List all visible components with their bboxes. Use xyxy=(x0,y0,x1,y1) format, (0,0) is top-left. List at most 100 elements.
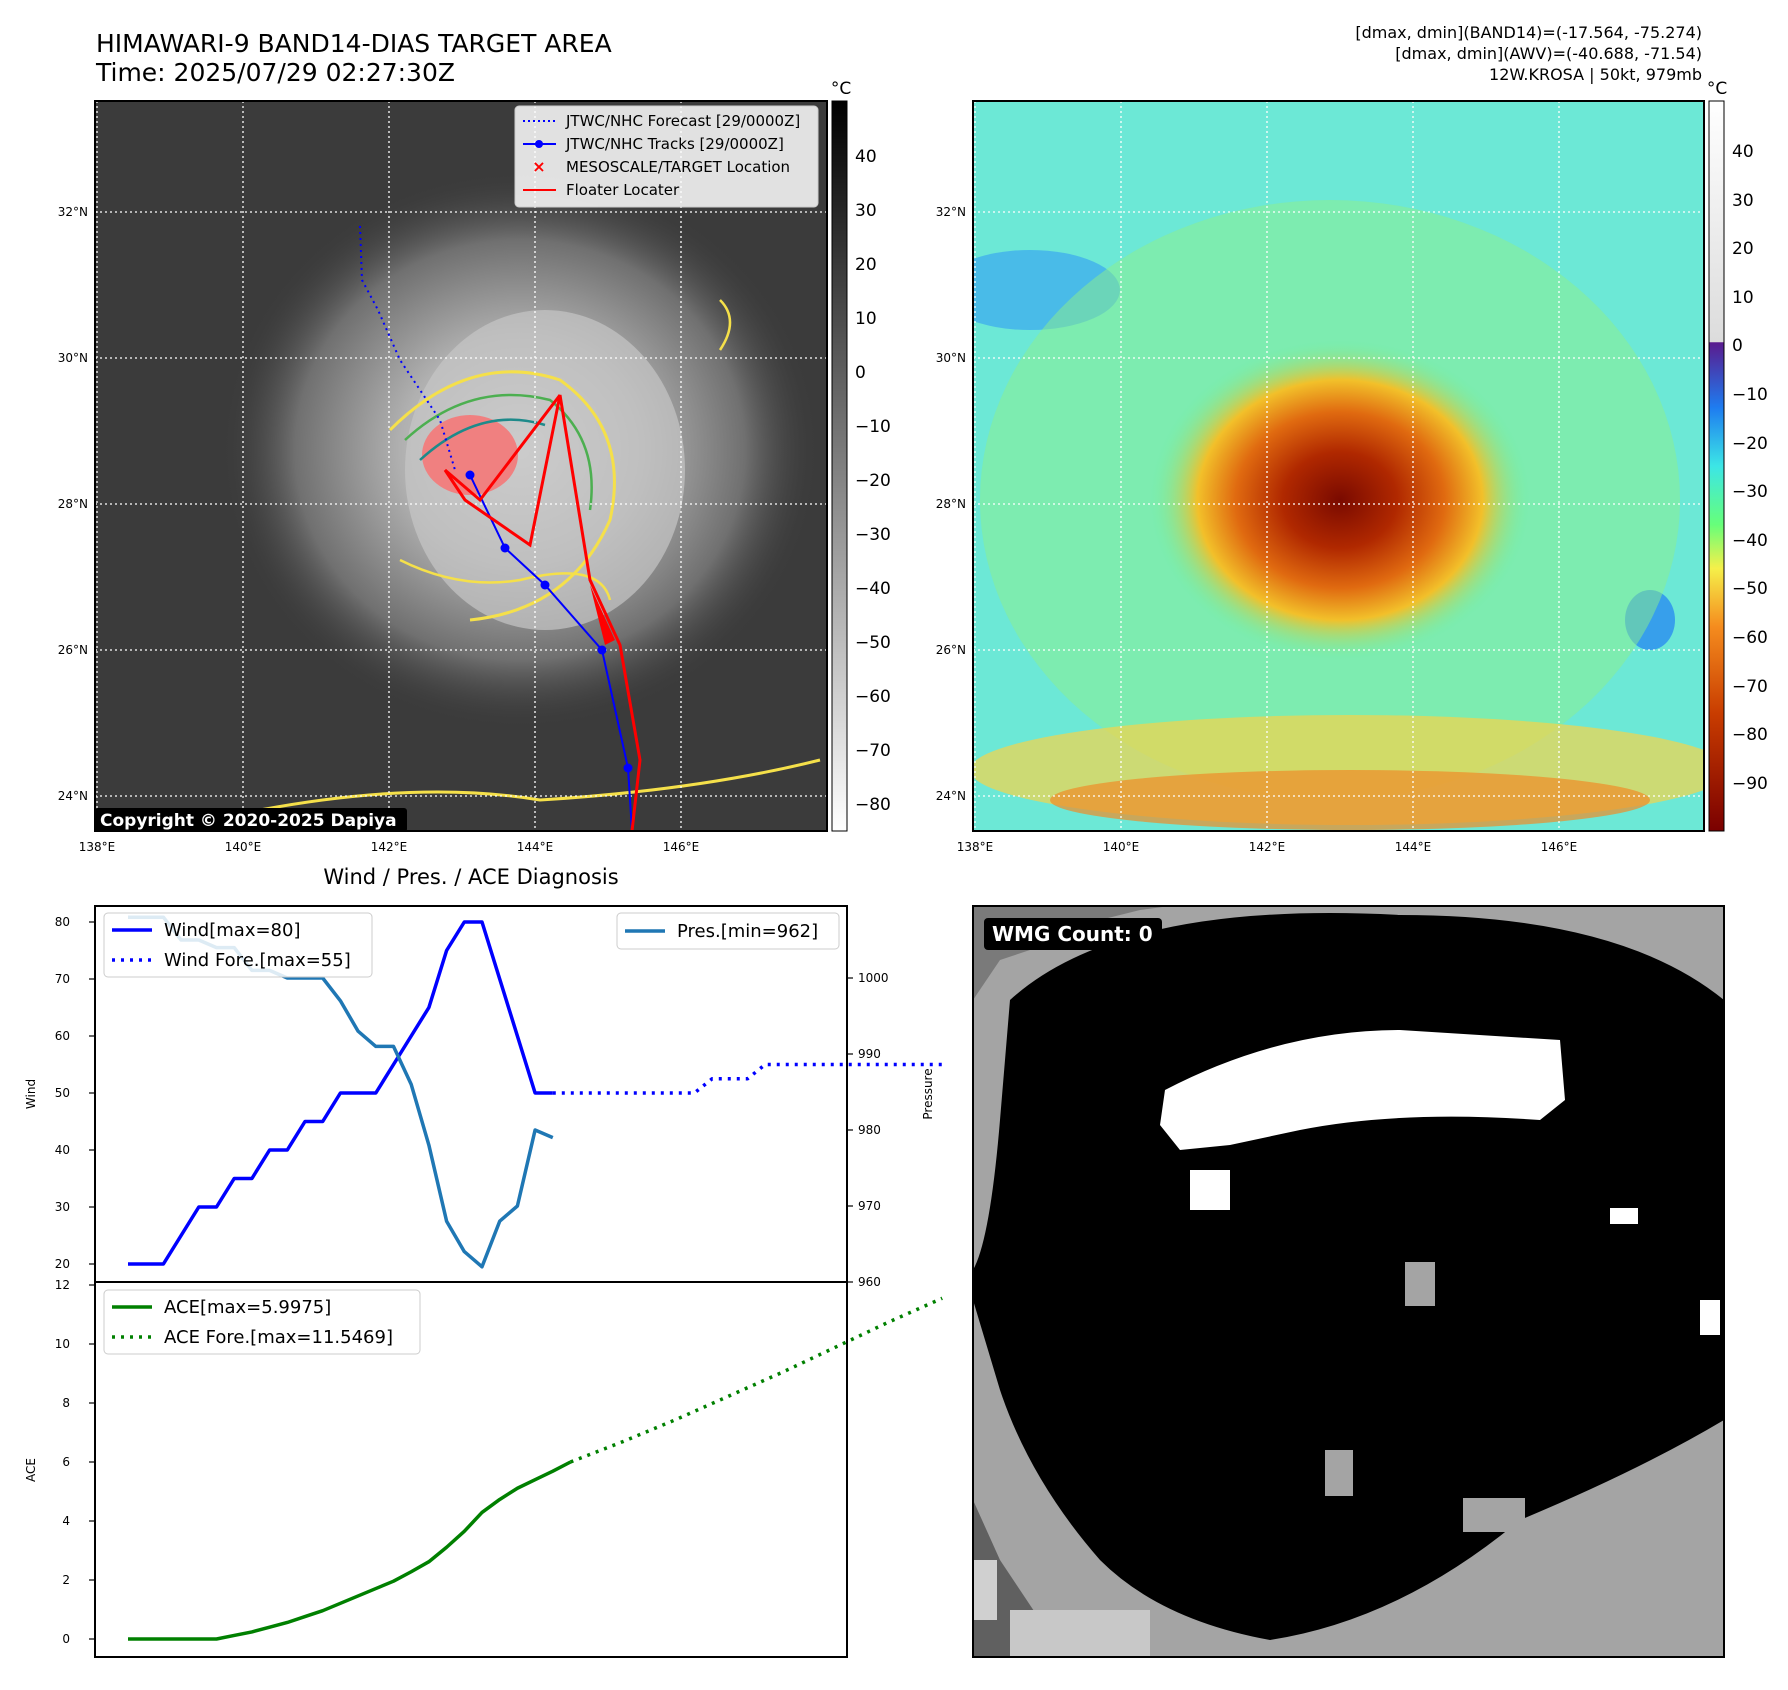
awv-colorbar-ticks: 40 30 20 10 0 −10 −20 −30 −40 −50 −60 −7… xyxy=(1732,142,1768,794)
wind-pressure-panel: 80 70 60 50 40 30 20 1000 990 980 970 96… xyxy=(24,905,943,1289)
awv-cb-m50: −50 xyxy=(1732,579,1768,599)
ace-tick-10: 10 xyxy=(55,1337,70,1351)
ace-tick-8: 8 xyxy=(62,1396,70,1410)
ace-tick-4: 4 xyxy=(62,1514,70,1528)
ir-lon-146: 146°E xyxy=(663,840,700,854)
wind-ticks: 80 70 60 50 40 30 20 xyxy=(55,915,70,1271)
ace-panel: 12 10 8 6 4 2 0 ACE ACE[max=5.9975] ACE … xyxy=(24,1278,943,1658)
ir-cb-30: 30 xyxy=(855,201,877,221)
ir-cb-m50: −50 xyxy=(855,633,891,653)
wind-tick-20: 20 xyxy=(55,1257,70,1271)
wind-ylabel: Wind xyxy=(24,1079,38,1109)
ir-cb-m80: −80 xyxy=(855,795,891,815)
ir-track-points xyxy=(465,470,633,773)
ace-tick-12: 12 xyxy=(55,1278,70,1292)
legend-pressure: Pres.[min=962] xyxy=(677,921,818,942)
legend-forecast: JTWC/NHC Forecast [29/0000Z] xyxy=(565,112,800,130)
legend-target: MESOSCALE/TARGET Location xyxy=(566,158,790,176)
ace-line-0 xyxy=(128,1460,572,1641)
legend-wind: Wind[max=80] xyxy=(164,920,301,941)
ace-legend: ACE[max=5.9975] ACE Fore.[max=11.5469] xyxy=(103,1289,421,1355)
ir-cb-m70: −70 xyxy=(855,741,891,761)
stats-awv: [dmax, dmin](AWV)=(-40.688, -71.54) xyxy=(1395,44,1702,63)
ir-lon-ticks: 138°E 140°E 142°E 144°E 146°E xyxy=(79,840,700,854)
ir-cb-m10: −10 xyxy=(855,417,891,437)
awv-cb-10: 10 xyxy=(1732,288,1754,308)
diagnosis-title: Wind / Pres. / ACE Diagnosis xyxy=(323,865,618,889)
awv-lon-142: 142°E xyxy=(1249,840,1286,854)
ir-forecast-track xyxy=(359,225,456,471)
awv-cb-m60: −60 xyxy=(1732,628,1768,648)
figure-title: HIMAWARI-9 BAND14-DIAS TARGET AREA xyxy=(96,29,612,58)
awv-lon-ticks: 138°E 140°E 142°E 144°E 146°E xyxy=(957,840,1578,854)
ir-lat-ticks: 32°N 30°N 28°N 26°N 24°N xyxy=(58,205,88,803)
awv-gridlines xyxy=(973,101,1704,831)
ir-gridlines xyxy=(95,101,827,831)
awv-lon-146: 146°E xyxy=(1541,840,1578,854)
ir-map-panel: Copyright © 2020-2025 Dapiya JTWC/NHC Fo… xyxy=(58,79,891,854)
awv-lon-138: 138°E xyxy=(957,840,994,854)
legend-ace-fore: ACE Fore.[max=11.5469] xyxy=(164,1327,393,1348)
legend-tracks: JTWC/NHC Tracks [29/0000Z] xyxy=(565,135,784,153)
wind-legend: Wind[max=80] Wind Fore.[max=55] xyxy=(103,912,373,978)
pres-tick-960: 960 xyxy=(858,1275,881,1289)
awv-cb-m30: −30 xyxy=(1732,482,1768,502)
wind-tick-50: 50 xyxy=(55,1086,70,1100)
pressure-ticks: 1000 990 980 970 960 xyxy=(858,971,889,1289)
awv-cb-40: 40 xyxy=(1732,142,1754,162)
ace-series xyxy=(128,1296,943,1641)
wmg-white-region xyxy=(1160,1030,1565,1150)
awv-colorbar-unit: °C xyxy=(1707,79,1727,99)
ir-lat-30: 30°N xyxy=(58,351,88,365)
pres-tick-970: 970 xyxy=(858,1199,881,1213)
pressure-legend: Pres.[min=962] xyxy=(616,912,840,950)
awv-lon-140: 140°E xyxy=(1103,840,1140,854)
wind-tick-30: 30 xyxy=(55,1200,70,1214)
ir-cb-10: 10 xyxy=(855,309,877,329)
awv-cb-m90: −90 xyxy=(1732,774,1768,794)
awv-cb-m20: −20 xyxy=(1732,434,1768,454)
copyright-box xyxy=(95,808,407,832)
ace-ticks: 12 10 8 6 4 2 0 xyxy=(55,1278,70,1646)
ir-cb-m30: −30 xyxy=(855,525,891,545)
ir-cb-m40: −40 xyxy=(855,579,891,599)
ir-cb-m20: −20 xyxy=(855,471,891,491)
wind-tick-40: 40 xyxy=(55,1143,70,1157)
ace-ylabel: ACE xyxy=(24,1458,38,1482)
wmg-count: WMG Count: 0 xyxy=(992,922,1153,946)
wind-tick-70: 70 xyxy=(55,972,70,986)
pres-tick-990: 990 xyxy=(858,1047,881,1061)
pres-tick-980: 980 xyxy=(858,1123,881,1137)
ir-colorbar-unit: °C xyxy=(831,79,851,99)
wmg-badge xyxy=(984,918,1162,950)
ir-lon-138: 138°E xyxy=(79,840,116,854)
ace-tick-0: 0 xyxy=(62,1632,70,1646)
copyright-text: Copyright © 2020-2025 Dapiya xyxy=(100,811,397,831)
ir-lat-28: 28°N xyxy=(58,497,88,511)
awv-lat-24: 24°N xyxy=(936,789,966,803)
awv-cb-m70: −70 xyxy=(1732,677,1768,697)
ir-lon-140: 140°E xyxy=(225,840,262,854)
ir-lon-142: 142°E xyxy=(371,840,408,854)
ir-cold-core xyxy=(422,415,518,495)
ace-tick-6: 6 xyxy=(62,1455,70,1469)
awv-cb-0: 0 xyxy=(1732,336,1743,356)
legend-wind-fore: Wind Fore.[max=55] xyxy=(164,950,351,971)
awv-lat-28: 28°N xyxy=(936,497,966,511)
ir-colorbar xyxy=(831,100,848,832)
awv-cb-m80: −80 xyxy=(1732,725,1768,745)
pressure-ylabel: Pressure xyxy=(921,1068,935,1119)
legend-floater: Floater Locater xyxy=(566,181,680,199)
awv-storm xyxy=(1150,340,1530,660)
wind-tick-80: 80 xyxy=(55,915,70,929)
awv-cb-m10: −10 xyxy=(1732,385,1768,405)
ace-tick-2: 2 xyxy=(62,1573,70,1587)
awv-frame xyxy=(972,100,1705,832)
legend-ace: ACE[max=5.9975] xyxy=(164,1297,331,1318)
ir-floater-locator xyxy=(443,394,642,831)
stats-storm: 12W.KROSA | 50kt, 979mb xyxy=(1489,65,1702,84)
awv-lat-26: 26°N xyxy=(936,643,966,657)
awv-map-panel: 138°E 140°E 142°E 144°E 146°E 32°N 30°N … xyxy=(936,79,1768,854)
awv-lat-ticks: 32°N 30°N 28°N 26°N 24°N xyxy=(936,205,966,803)
